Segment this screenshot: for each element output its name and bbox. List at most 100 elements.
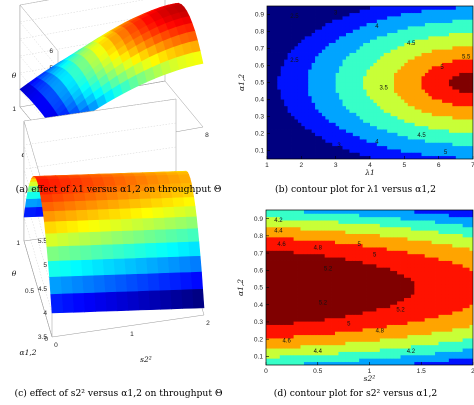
contour-band-cell [321,142,326,147]
contour-band-cell [335,314,339,319]
contour-band-cell [328,361,332,365]
contour-band-cell [315,19,319,24]
contour-band-cell [383,119,388,123]
contour-band-cell [269,334,274,339]
contour-band-cell [287,119,292,123]
contour-band-cell [442,45,446,50]
contour-band-cell [363,62,367,67]
contour-band-cell [303,331,308,336]
contour-band-cell [400,129,405,133]
contour-band-cell [442,109,446,113]
contour-band-cell [435,112,440,117]
contour-band-cell [394,69,398,73]
contour-band-cell [297,216,301,221]
contour-band-cell [379,260,384,265]
contour-band-cell [373,52,378,57]
contour-band-cell [270,15,275,20]
contour-band-cell [303,210,308,214]
contour-band-cell [400,82,405,87]
contour-band-cell [366,243,370,248]
contour-band-cell [269,216,274,221]
contour-band-cell [445,145,450,150]
contour-band-cell [303,317,308,322]
contour-level-label: 3 [334,11,338,17]
contour-band-cell [462,99,467,103]
contour-band-cell [390,6,395,10]
surface-facet [130,218,144,232]
contour-band-cell [369,210,374,214]
contour-band-cell [283,267,288,272]
contour-band-cell [359,6,364,10]
contour-band-cell [318,152,323,157]
contour-band-cell [448,142,453,147]
contour-band-cell [273,125,278,130]
contour-band-cell [373,35,378,40]
contour-band-cell [308,149,313,153]
contour-band-cell [362,297,367,302]
contour-band-cell [366,92,371,97]
contour-band-cell [407,102,412,107]
contour-band-cell [318,119,323,123]
contour-band-cell [300,267,305,272]
contour-band-cell [339,65,343,70]
contour-band-cell [372,274,377,278]
contour-band-cell [297,361,301,365]
contour-band-cell [421,72,426,77]
contour-band-cell [411,112,416,117]
contour-band-cell [283,223,288,228]
contour-band-cell [455,82,460,87]
contour-band-cell [328,49,333,53]
contour-band-cell [376,115,381,120]
contour-band-cell [269,213,274,218]
contour-band-cell [349,135,354,140]
contour-band-cell [356,135,361,140]
contour-band-cell [397,89,402,93]
contour-band-cell [269,344,274,349]
contour-band-cell [459,72,464,77]
contour-band-cell [376,317,381,322]
contour-band-cell [372,324,377,329]
contour-band-cell [300,263,305,268]
contour-band-cell [345,351,350,356]
contour-band-cell [321,19,326,24]
contour-band-cell [307,354,312,359]
contour-band-cell [356,115,361,120]
contour-band-cell [383,338,388,342]
contour-band-cell [335,65,340,70]
contour-band-cell [421,39,426,43]
contour-band-cell [366,122,371,127]
contour-band-cell [370,65,374,70]
contour-band-cell [321,226,326,231]
surface-facet [104,291,118,312]
contour-band-cell [345,125,350,130]
contour-band-cell [304,95,309,100]
contour-band-cell [331,348,336,352]
contour-band-cell [345,270,350,275]
contour-band-cell [341,307,346,312]
contour-band-cell [294,79,299,83]
contour-band-cell [335,307,339,312]
contour-band-cell [369,243,374,248]
surface-facet [79,245,92,261]
contour-band-cell [400,35,405,40]
contour-band-cell [283,236,288,241]
contour-band-cell [442,6,446,10]
contour-band-cell [300,247,305,251]
contour-band-cell [359,230,363,234]
contour-band-cell [438,69,443,73]
contour-band-cell [328,210,332,214]
contour-band-cell [339,59,343,63]
contour-band-cell [272,240,277,245]
contour-band-cell [380,52,385,57]
contour-band-cell [355,304,360,309]
contour-band-cell [424,132,429,137]
contour-band-cell [369,240,374,245]
contour-band-cell [311,125,316,130]
contour-band-cell [280,112,285,117]
contour-band-cell [341,233,346,238]
contour-band-cell [348,338,353,342]
contour-band-cell [301,15,306,20]
contour-band-cell [383,29,388,34]
contour-band-cell [297,45,302,50]
contour-band-cell [290,236,294,241]
